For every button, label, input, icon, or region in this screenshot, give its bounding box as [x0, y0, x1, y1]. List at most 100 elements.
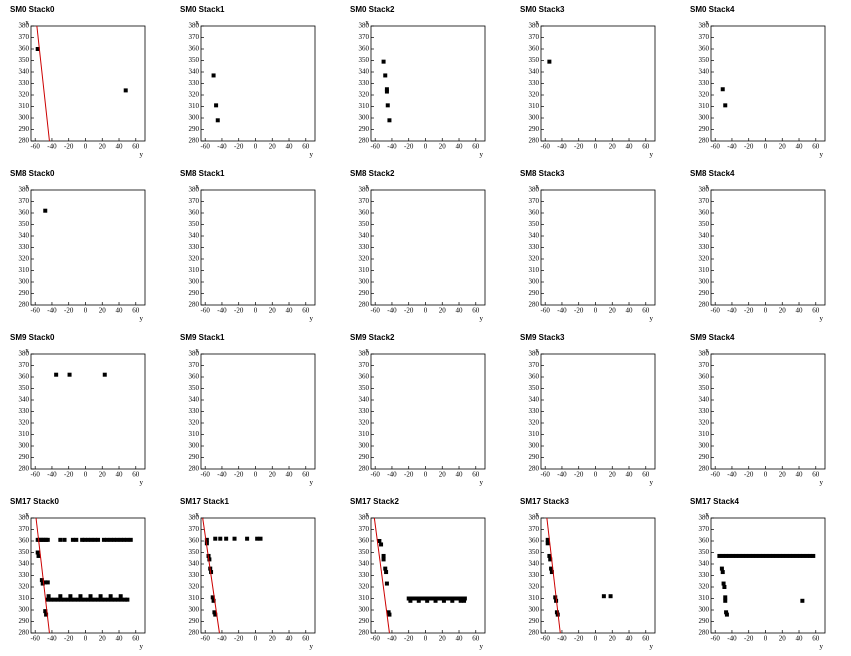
y-axis-label: x — [25, 183, 29, 191]
panel: SM8 Stack1 -60 -40 -20 0 20 40 60 280 290 300 310 32… — [180, 169, 316, 323]
point — [801, 553, 806, 558]
x-tick-label: 20 — [269, 307, 277, 315]
y-tick-label: 310 — [189, 102, 200, 110]
point — [462, 598, 467, 603]
point — [436, 596, 441, 601]
x-tick-label: 60 — [132, 635, 140, 643]
x-tick-label: -40 — [217, 635, 227, 643]
point — [211, 73, 216, 78]
y-tick-label: 340 — [359, 232, 370, 240]
x-tick-label: 20 — [269, 143, 277, 151]
x-tick-label: 60 — [132, 307, 140, 315]
y-tick-label: 380 — [699, 186, 710, 194]
point — [460, 596, 465, 601]
y-tick-label: 280 — [189, 137, 200, 145]
point — [384, 570, 389, 575]
point — [767, 553, 772, 558]
x-tick-label: 20 — [609, 307, 617, 315]
y-tick-label: 280 — [19, 629, 30, 637]
y-tick-label: 370 — [359, 361, 370, 369]
frame — [200, 353, 316, 470]
point — [106, 597, 111, 602]
point — [92, 597, 97, 602]
point — [384, 87, 389, 92]
point — [245, 536, 250, 541]
y-tick-label: 310 — [19, 430, 30, 438]
y-tick-label: 300 — [699, 606, 710, 614]
x-tick-label: 20 — [99, 307, 107, 315]
y-tick-label: 330 — [19, 407, 30, 415]
y-tick-label: 280 — [699, 301, 710, 309]
point — [804, 553, 809, 558]
y-tick-label: 310 — [359, 594, 370, 602]
point — [730, 553, 735, 558]
point — [43, 208, 48, 213]
y-tick-label: 350 — [359, 548, 370, 556]
frame — [540, 353, 656, 470]
point — [383, 566, 388, 571]
point — [232, 536, 237, 541]
x-tick-label: 40 — [456, 635, 464, 643]
y-tick-label: 350 — [699, 220, 710, 228]
y-tick-label: 290 — [529, 289, 540, 297]
y-tick-label: 350 — [19, 56, 30, 64]
point — [385, 103, 390, 108]
panel: SM9 Stack3 -60 -40 -20 0 20 40 60 280 290 300 310 32… — [520, 333, 656, 487]
point — [54, 372, 59, 377]
y-tick-label: 360 — [699, 209, 710, 217]
y-tick-label: 320 — [529, 255, 540, 263]
point — [45, 580, 50, 585]
frame — [30, 189, 146, 306]
y-tick-label: 280 — [529, 629, 540, 637]
point — [89, 537, 94, 542]
point — [112, 597, 117, 602]
panel-title: SM17 Stack4 — [690, 497, 739, 506]
point — [408, 598, 413, 603]
y-tick-label: 340 — [189, 396, 200, 404]
point — [734, 553, 739, 558]
point — [381, 59, 386, 64]
x-tick-label: 40 — [626, 143, 634, 151]
y-tick-label: 300 — [699, 278, 710, 286]
point — [118, 594, 123, 599]
x-tick-label: 60 — [642, 635, 650, 643]
y-tick-label: 310 — [19, 102, 30, 110]
frame — [200, 517, 316, 634]
x-tick-label: 20 — [99, 471, 107, 479]
point — [108, 594, 113, 599]
y-tick-label: 370 — [189, 197, 200, 205]
point — [52, 597, 57, 602]
point — [384, 581, 389, 586]
y-tick-label: 330 — [529, 571, 540, 579]
y-tick-label: 380 — [529, 186, 540, 194]
panel: SM17 Stack0 -60 -40 -20 0 20 40 60 280 290 300 310 3… — [10, 497, 146, 651]
x-tick-label: -20 — [234, 635, 244, 643]
point — [781, 553, 786, 558]
y-tick-label: 300 — [699, 114, 710, 122]
point — [40, 581, 45, 586]
x-tick-label: 60 — [302, 307, 310, 315]
y-tick-label: 300 — [529, 442, 540, 450]
y-tick-label: 350 — [529, 384, 540, 392]
y-tick-label: 340 — [529, 396, 540, 404]
y-tick-label: 310 — [359, 102, 370, 110]
x-tick-label: 20 — [609, 635, 617, 643]
point — [46, 594, 51, 599]
panel-title: SM0 Stack3 — [520, 5, 565, 14]
x-axis-label: y — [820, 315, 824, 323]
x-tick-label: 60 — [642, 307, 650, 315]
x-axis-label: y — [310, 479, 314, 487]
x-axis-label: y — [140, 479, 144, 487]
point — [108, 537, 113, 542]
x-tick-label: -40 — [387, 635, 397, 643]
point — [88, 594, 93, 599]
x-tick-label: -20 — [404, 471, 414, 479]
x-tick-label: 40 — [286, 307, 294, 315]
x-tick-label: 20 — [439, 471, 447, 479]
x-tick-label: -40 — [557, 635, 567, 643]
y-tick-label: 330 — [529, 407, 540, 415]
x-tick-label: 40 — [626, 471, 634, 479]
y-tick-label: 280 — [19, 465, 30, 473]
y-tick-label: 360 — [189, 45, 200, 53]
y-tick-label: 290 — [529, 125, 540, 133]
